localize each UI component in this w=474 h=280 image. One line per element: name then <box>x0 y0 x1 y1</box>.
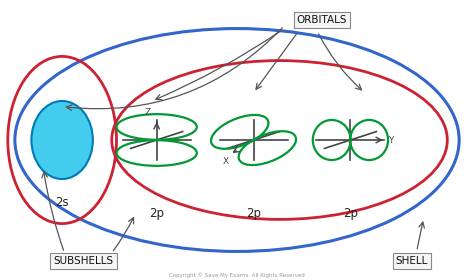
Text: SHELL: SHELL <box>396 256 428 266</box>
Text: ORBITALS: ORBITALS <box>297 15 347 25</box>
Ellipse shape <box>31 101 93 179</box>
Text: Z: Z <box>145 108 151 117</box>
Text: Y: Y <box>388 136 393 144</box>
Text: 2s: 2s <box>55 196 69 209</box>
Text: 2p: 2p <box>149 207 164 220</box>
Text: 2p: 2p <box>246 207 261 220</box>
Text: Copyright © Save My Exams. All Rights Reserved: Copyright © Save My Exams. All Rights Re… <box>169 272 305 278</box>
Text: SUBSHELLS: SUBSHELLS <box>54 256 113 266</box>
Text: 2p: 2p <box>343 207 358 220</box>
Text: X: X <box>223 157 229 166</box>
